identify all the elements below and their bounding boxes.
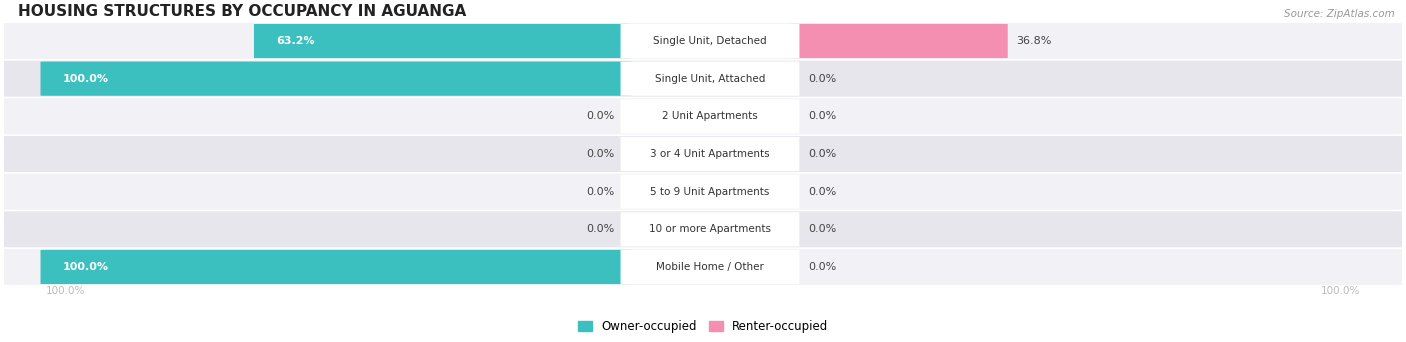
Text: 0.0%: 0.0% — [586, 149, 614, 159]
FancyBboxPatch shape — [41, 250, 631, 284]
Text: 36.8%: 36.8% — [1017, 36, 1052, 46]
FancyBboxPatch shape — [0, 61, 1406, 97]
FancyBboxPatch shape — [620, 62, 800, 96]
Text: 0.0%: 0.0% — [586, 111, 614, 121]
FancyBboxPatch shape — [620, 250, 800, 284]
Text: 0.0%: 0.0% — [808, 149, 837, 159]
FancyBboxPatch shape — [789, 24, 1008, 58]
Text: 0.0%: 0.0% — [808, 187, 837, 197]
FancyBboxPatch shape — [620, 174, 800, 209]
FancyBboxPatch shape — [0, 174, 1406, 210]
FancyBboxPatch shape — [0, 249, 1406, 285]
Text: 0.0%: 0.0% — [586, 187, 614, 197]
Text: Mobile Home / Other: Mobile Home / Other — [657, 262, 763, 272]
Legend: Owner-occupied, Renter-occupied: Owner-occupied, Renter-occupied — [572, 315, 834, 338]
Text: 100.0%: 100.0% — [63, 74, 108, 84]
Text: 2 Unit Apartments: 2 Unit Apartments — [662, 111, 758, 121]
Text: 0.0%: 0.0% — [586, 224, 614, 234]
Text: 0.0%: 0.0% — [808, 224, 837, 234]
Text: 5 to 9 Unit Apartments: 5 to 9 Unit Apartments — [651, 187, 769, 197]
Text: HOUSING STRUCTURES BY OCCUPANCY IN AGUANGA: HOUSING STRUCTURES BY OCCUPANCY IN AGUAN… — [18, 4, 467, 19]
Text: Single Unit, Detached: Single Unit, Detached — [654, 36, 766, 46]
Text: 100.0%: 100.0% — [63, 262, 108, 272]
Text: 0.0%: 0.0% — [808, 74, 837, 84]
Text: 0.0%: 0.0% — [808, 262, 837, 272]
Text: 100.0%: 100.0% — [1320, 287, 1360, 297]
Text: 0.0%: 0.0% — [808, 111, 837, 121]
FancyBboxPatch shape — [254, 24, 631, 58]
FancyBboxPatch shape — [620, 24, 800, 58]
Text: 100.0%: 100.0% — [46, 287, 86, 297]
FancyBboxPatch shape — [620, 212, 800, 246]
FancyBboxPatch shape — [0, 23, 1406, 59]
FancyBboxPatch shape — [41, 62, 631, 96]
FancyBboxPatch shape — [620, 99, 800, 133]
Text: 63.2%: 63.2% — [277, 36, 315, 46]
FancyBboxPatch shape — [0, 136, 1406, 172]
Text: Single Unit, Attached: Single Unit, Attached — [655, 74, 765, 84]
FancyBboxPatch shape — [620, 137, 800, 171]
Text: 10 or more Apartments: 10 or more Apartments — [650, 224, 770, 234]
Text: Source: ZipAtlas.com: Source: ZipAtlas.com — [1284, 9, 1395, 19]
Text: 3 or 4 Unit Apartments: 3 or 4 Unit Apartments — [650, 149, 770, 159]
FancyBboxPatch shape — [0, 211, 1406, 247]
FancyBboxPatch shape — [0, 98, 1406, 134]
